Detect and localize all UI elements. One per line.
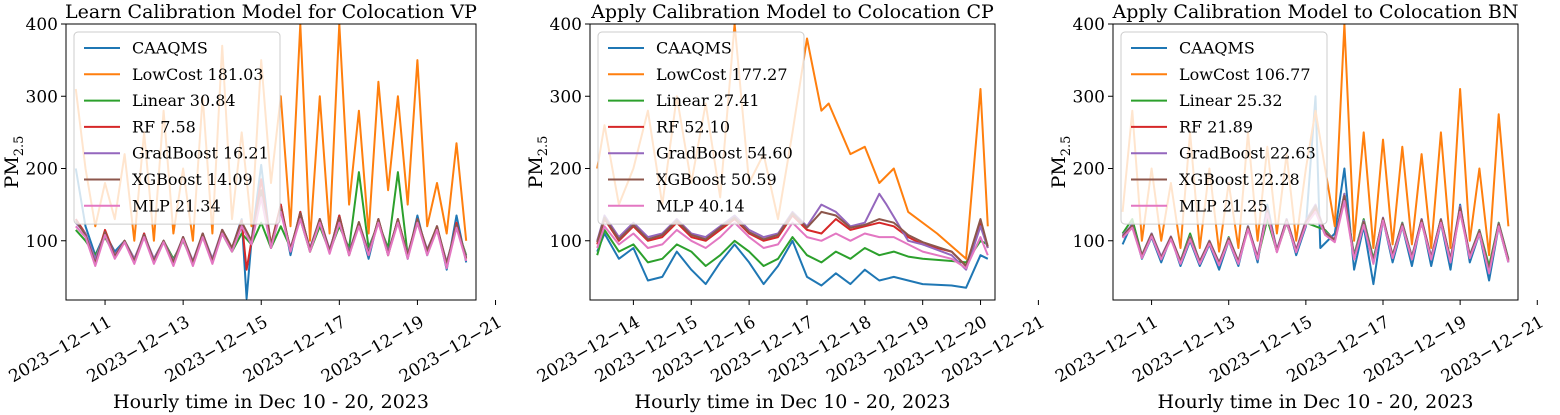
y-tick-label: 400 <box>26 15 58 35</box>
axes-frame <box>65 23 477 301</box>
legend-label-gradboost: GradBoost 54.60 <box>656 144 793 163</box>
legend-label-lowcost: LowCost 177.27 <box>656 65 788 84</box>
legend-label-mlp: MLP 21.25 <box>1179 196 1268 215</box>
chart-panel-1: 1002003004002023−12−112023−12−132023−12−… <box>1 1 506 413</box>
legend-box <box>73 31 281 225</box>
legend-label-gradboost: GradBoost 16.21 <box>132 144 269 163</box>
legend-label-caaqms: CAAQMS <box>656 39 732 58</box>
legend-label-gradboost: GradBoost 22.63 <box>1179 144 1316 163</box>
y-tick-label: 200 <box>1073 160 1105 180</box>
y-tick-label: 100 <box>1073 232 1105 252</box>
y-tick-label: 300 <box>1073 87 1105 107</box>
legend-label-mlp: MLP 40.14 <box>656 196 745 215</box>
legend-label-caaqms: CAAQMS <box>132 39 208 58</box>
legend-box <box>1120 31 1328 225</box>
legend: CAAQMS LowCost 106.77 Linear 25.32 RF 21.89… <box>1120 31 1328 225</box>
axes-frame <box>1112 23 1519 301</box>
y-tick-label: 200 <box>26 160 58 180</box>
x-axis-label: Hourly time in Dec 10 - 20, 2023 <box>1158 391 1474 413</box>
series-line-mlp <box>596 221 989 270</box>
legend-label-linear: Linear 25.32 <box>1179 91 1283 110</box>
legend-label-caaqms: CAAQMS <box>1179 39 1255 58</box>
series-line-mlp <box>75 196 468 270</box>
y-tick-label: 100 <box>550 232 582 252</box>
series-line-linear <box>596 228 989 267</box>
y-axis-label: PM2.5 <box>1048 136 1074 189</box>
chart-title: Apply Calibration Model to Colocation CP <box>590 1 994 23</box>
y-tick-label: 200 <box>550 160 582 180</box>
legend-box <box>597 31 805 225</box>
legend-label-lowcost: LowCost 181.03 <box>132 65 264 84</box>
y-tick-label: 400 <box>550 15 582 35</box>
legend: CAAQMS LowCost 181.03 Linear 30.84 RF 7.58 G… <box>73 31 281 225</box>
y-tick-label: 400 <box>1073 15 1105 35</box>
legend-label-rf: RF 7.58 <box>132 117 196 136</box>
y-tick-label: 100 <box>26 232 58 252</box>
legend-label-linear: Linear 27.41 <box>656 91 760 110</box>
chart-panel-3: 1002003004002023−12−112023−12−132023−12−… <box>1048 1 1547 413</box>
chart-panel-2: 1002003004002023−12−142023−12−152023−12−… <box>525 1 1049 413</box>
x-axis-label: Hourly time in Dec 10 - 20, 2023 <box>635 391 951 413</box>
legend-label-mlp: MLP 21.34 <box>132 196 221 215</box>
x-axis-label: Hourly time in Dec 10 - 20, 2023 <box>113 391 429 413</box>
legend-label-xgboost: XGBoost 22.28 <box>1179 170 1300 189</box>
legend-label-lowcost: LowCost 106.77 <box>1179 65 1311 84</box>
legend: CAAQMS LowCost 177.27 Linear 27.41 RF 52.10… <box>597 31 805 225</box>
chart-title: Learn Calibration Model for Colocation V… <box>65 1 477 23</box>
legend-label-xgboost: XGBoost 50.59 <box>656 170 777 189</box>
y-tick-label: 300 <box>550 87 582 107</box>
y-axis-label: PM2.5 <box>1 136 27 189</box>
legend-label-rf: RF 52.10 <box>656 117 730 136</box>
series-line-caaqms <box>596 232 989 289</box>
legend-label-xgboost: XGBoost 14.09 <box>132 170 253 189</box>
chart-title: Apply Calibration Model to Colocation BN <box>1112 1 1519 23</box>
legend-label-linear: Linear 30.84 <box>132 91 236 110</box>
y-tick-label: 300 <box>26 87 58 107</box>
y-axis-label: PM2.5 <box>525 136 551 189</box>
axes-frame <box>589 23 996 301</box>
legend-label-rf: RF 21.89 <box>1179 117 1253 136</box>
series-line-rf <box>596 214 989 267</box>
